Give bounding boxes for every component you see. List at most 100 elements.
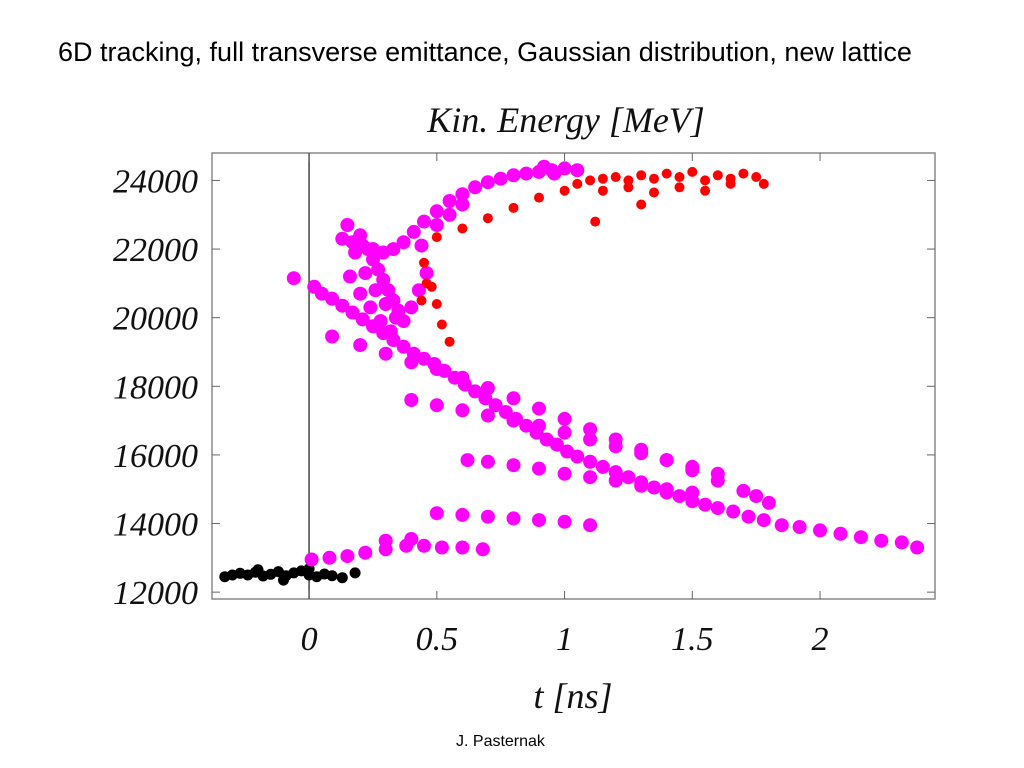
data-point-series-1 xyxy=(549,437,564,452)
data-point-series-1 xyxy=(325,329,340,344)
data-point-series-1 xyxy=(480,175,495,190)
data-point-series-1 xyxy=(480,381,495,395)
y-tick-label: 22000 xyxy=(113,232,198,269)
data-point-series-1 xyxy=(368,283,383,298)
data-point-series-1 xyxy=(419,266,434,281)
data-point-series-1 xyxy=(672,489,687,504)
data-point-series-1 xyxy=(383,324,398,339)
data-point-series-2 xyxy=(649,173,659,184)
data-point-series-1 xyxy=(774,518,789,533)
plot-frame xyxy=(211,152,936,600)
data-point-series-2 xyxy=(700,185,711,196)
data-point-series-1 xyxy=(345,305,360,320)
data-point-series-2 xyxy=(457,223,468,234)
data-point-series-1 xyxy=(322,550,337,565)
data-point-series-1 xyxy=(685,485,700,500)
data-point-series-2 xyxy=(758,178,769,189)
data-point-series-1 xyxy=(404,393,419,407)
data-point-series-1 xyxy=(434,540,449,555)
author-credit: J. Pasternak xyxy=(456,733,545,750)
data-point-series-1 xyxy=(396,235,411,250)
data-point-series-1 xyxy=(710,501,725,516)
data-point-series-1 xyxy=(506,168,521,183)
data-point-series-1 xyxy=(557,411,572,426)
data-point-series-2 xyxy=(482,213,493,224)
data-point-series-1 xyxy=(608,439,623,454)
data-point-series-2 xyxy=(416,295,427,306)
data-point-series-1 xyxy=(557,514,572,529)
data-point-series-1 xyxy=(429,398,444,413)
data-point-series-1 xyxy=(583,470,598,485)
data-point-series-1 xyxy=(386,242,401,257)
data-point-series-1 xyxy=(404,300,419,315)
data-point-series-2 xyxy=(649,187,659,198)
data-point-series-1 xyxy=(792,520,807,534)
data-point-series-1 xyxy=(570,163,585,178)
data-point-series-1 xyxy=(493,171,508,186)
data-point-series-2 xyxy=(508,202,519,213)
data-point-series-1 xyxy=(417,214,431,229)
data-point-series-1 xyxy=(388,310,403,325)
data-point-series-2 xyxy=(590,216,601,227)
data-point-series-1 xyxy=(353,338,368,353)
data-point-series-1 xyxy=(480,408,495,423)
data-point-series-1 xyxy=(455,540,470,555)
data-point-series-1 xyxy=(414,238,429,253)
data-point-series-1 xyxy=(455,507,470,522)
data-point-series-2 xyxy=(687,166,698,177)
data-point-series-1 xyxy=(583,518,598,533)
data-point-series-2 xyxy=(572,178,583,189)
data-point-series-1 xyxy=(537,159,552,174)
x-tick-label: 0 xyxy=(301,621,318,658)
y-tick-label: 24000 xyxy=(113,163,198,200)
data-point-series-1 xyxy=(557,466,572,481)
data-point-series-2 xyxy=(431,232,442,243)
data-point-series-1 xyxy=(340,218,355,232)
data-point-series-1 xyxy=(286,271,301,286)
data-point-series-1 xyxy=(659,453,674,468)
data-point-series-2 xyxy=(623,182,634,193)
data-point-series-1 xyxy=(506,391,521,406)
data-point-series-2 xyxy=(585,175,596,186)
y-tick-label: 18000 xyxy=(113,369,198,406)
data-point-series-1 xyxy=(468,384,483,399)
data-point-series-2 xyxy=(419,257,429,268)
slide-title: 6D tracking, full transverse emittance, … xyxy=(58,37,912,67)
data-point-series-1 xyxy=(358,545,373,560)
data-point-series-1 xyxy=(363,300,378,315)
data-point-series-1 xyxy=(532,461,546,476)
data-point-series-1 xyxy=(353,286,368,301)
data-point-series-1 xyxy=(455,403,470,418)
data-point-series-1 xyxy=(429,204,444,219)
data-point-series-1 xyxy=(736,483,751,498)
data-point-series-1 xyxy=(460,453,475,468)
data-point-series-2 xyxy=(725,178,736,189)
data-point-series-1 xyxy=(583,432,598,447)
data-point-series-1 xyxy=(506,413,521,428)
data-point-series-1 xyxy=(488,398,503,413)
data-point-series-1 xyxy=(874,533,889,548)
data-point-series-2 xyxy=(436,319,447,330)
data-point-series-1 xyxy=(455,370,470,385)
data-point-series-1 xyxy=(325,291,340,306)
data-point-series-1 xyxy=(455,197,470,212)
data-point-series-1 xyxy=(404,355,419,370)
data-point-series-0 xyxy=(349,567,361,579)
chart-title: Kin. Energy [MeV] xyxy=(426,100,705,140)
x-tick-label: 2 xyxy=(812,621,829,658)
data-point-series-1 xyxy=(595,459,610,474)
data-point-series-1 xyxy=(480,454,495,469)
data-point-series-2 xyxy=(636,170,647,181)
data-point-series-1 xyxy=(343,269,357,284)
data-point-series-1 xyxy=(813,523,827,538)
data-point-series-0 xyxy=(219,571,231,583)
data-point-series-1 xyxy=(532,401,546,416)
data-point-series-1 xyxy=(894,535,909,550)
data-point-series-2 xyxy=(534,192,544,203)
data-point-series-1 xyxy=(355,312,370,327)
data-point-series-1 xyxy=(335,298,350,313)
data-point-series-2 xyxy=(751,172,762,182)
data-point-series-1 xyxy=(741,509,756,524)
data-point-series-1 xyxy=(634,446,649,461)
